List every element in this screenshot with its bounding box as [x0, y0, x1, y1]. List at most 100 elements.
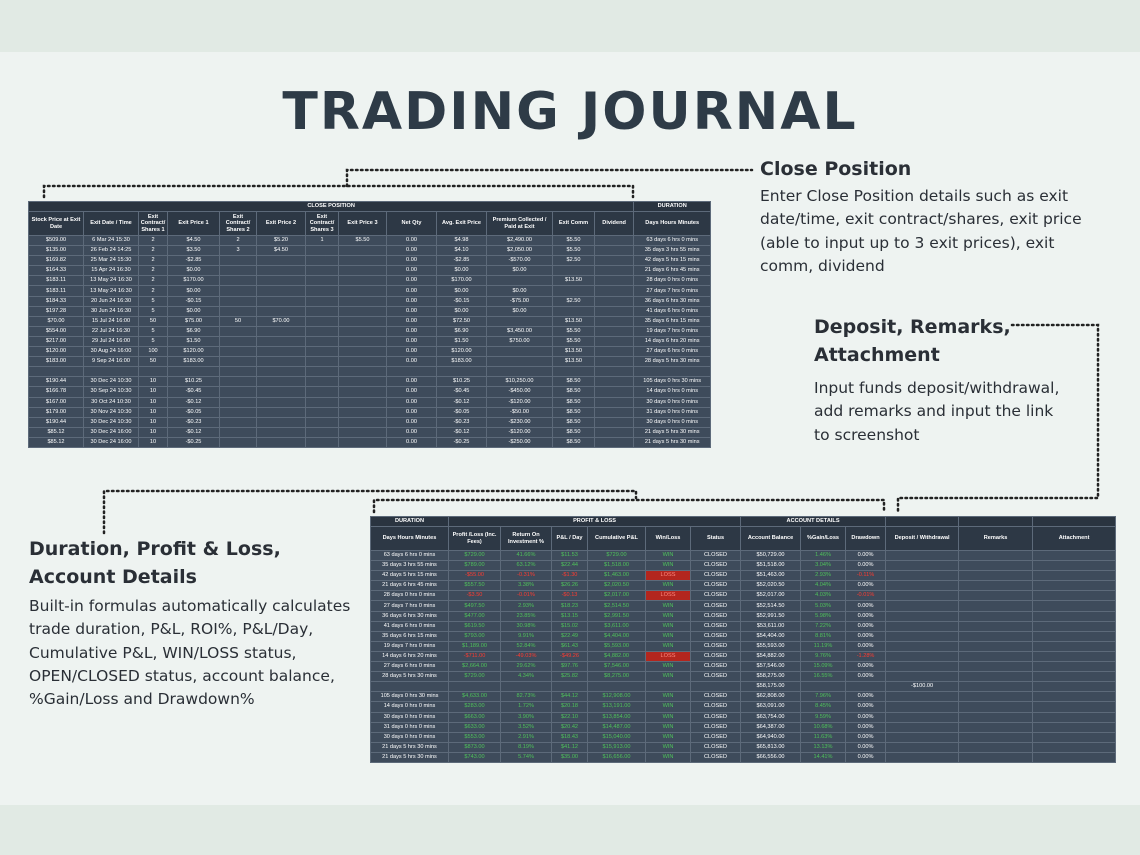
table-row: 36 days 6 hrs 30 mins $477.00 23.85% $13.15…: [370, 610, 1117, 622]
table-cell: 30 Jun 24 16:30: [83, 305, 139, 317]
table-row: 27 days 6 hrs 0 mins $2,664.00 29.62% $97.7…: [370, 661, 1117, 673]
table-cell: CLOSED: [689, 630, 742, 642]
table-cell: 35 days 6 hrs 15 mins: [370, 630, 449, 642]
group-header: PROFIT & LOSS: [447, 516, 742, 527]
table-cell: 27 days 6 hrs 0 mins: [370, 661, 449, 673]
bottom-band: [0, 805, 1140, 855]
table-cell: $619.50: [448, 620, 501, 632]
table-cell: 30 days 0 hrs 0 mins: [633, 416, 712, 428]
table-cell: $13.50: [552, 346, 595, 358]
table-row: $70.00 15 Jul 24 16:00 50 $75.00 50 $70.00 0.0…: [28, 315, 712, 327]
table-cell: 21 days 5 hrs 30 mins: [633, 436, 712, 448]
table-cell: 31 days 0 hrs 0 mins: [633, 406, 712, 418]
table-cell: [593, 295, 635, 307]
table-cell: 5: [138, 295, 168, 307]
column-header: Days Hours Minutes: [633, 211, 712, 236]
table-cell: 2: [219, 234, 257, 247]
table-cell: -$55.00: [448, 570, 501, 582]
column-header: Cumulative P&L: [587, 526, 646, 551]
table-cell: [219, 386, 257, 398]
table-cell: $5.20: [256, 234, 306, 247]
table-cell: 29.62%: [500, 661, 552, 673]
table-cell: $789.00: [448, 560, 501, 572]
table-cell: [958, 549, 1034, 562]
table-cell: [338, 416, 387, 428]
table-cell: 21 days 6 hrs 45 mins: [370, 580, 449, 592]
table-cell: [1032, 741, 1117, 753]
callout-text: Built-in formulas automatically calculat…: [29, 597, 351, 709]
table-cell: [305, 366, 339, 378]
table-cell: CLOSED: [689, 590, 742, 602]
column-header: %Gain/Loss: [800, 526, 847, 551]
table-cell: $65,813.00: [740, 741, 802, 753]
table-cell: [338, 376, 387, 388]
table-cell: [958, 711, 1034, 723]
table-cell: -$570.00: [486, 255, 553, 267]
table-cell: 0.00%: [845, 721, 887, 733]
table-cell: [219, 255, 257, 267]
table-row: $509.00 6 Mar 24 15:30 2 $4.50 2 $5.20 1 $5.50 0…: [28, 234, 712, 247]
table-cell: $197.28: [28, 305, 84, 317]
table-cell: $553.00: [448, 731, 501, 743]
table-cell: -$0.15: [167, 295, 220, 307]
table-cell: 28 days 0 hrs 0 mins: [370, 590, 449, 602]
pnl-table: DURATION PROFIT & LOSS ACCOUNT DETAILS Days…: [370, 516, 1117, 763]
column-header-row: Days Hours Minutes Profit /Loss (Inc. Fee…: [370, 526, 1117, 551]
table-cell: [219, 396, 257, 408]
table-row: $135.00 26 Feb 24 14:25 2 $3.50 3 $4.50 0.00 $4…: [28, 245, 712, 257]
table-cell: 0.00%: [845, 630, 887, 642]
table-row: 28 days 0 hrs 0 mins -$3.50 -0.01% -$0.13 $2…: [370, 590, 1117, 602]
table-cell: $166.78: [28, 386, 84, 398]
table-cell: 9.76%: [800, 650, 847, 663]
table-cell: [958, 691, 1034, 703]
table-cell: WIN: [645, 731, 691, 743]
table-cell: 10: [138, 386, 168, 398]
table-cell: $26.26: [551, 580, 588, 592]
table-cell: [28, 366, 84, 378]
table-cell: CLOSED: [689, 549, 742, 562]
column-header: Exit Price 2: [256, 211, 306, 236]
table-cell: [256, 305, 306, 317]
table-cell: $2,020.50: [587, 580, 646, 592]
table-cell: [885, 600, 960, 612]
table-row: 41 days 6 hrs 0 mins $619.50 30.98% $15.02 $…: [370, 620, 1117, 632]
table-cell: [486, 366, 553, 378]
table-cell: [305, 275, 339, 287]
table-cell: 41 days 6 hrs 0 mins: [633, 305, 712, 317]
table-row: 19 days 7 hrs 0 mins $1,189.00 52.84% $61.4…: [370, 640, 1117, 652]
callout-text: Input funds deposit/withdrawal, add rema…: [814, 379, 1060, 444]
table-cell: -0.01%: [500, 590, 552, 602]
table-cell: $44.12: [551, 691, 588, 703]
table-cell: 0.00: [386, 346, 437, 358]
table-cell: 0.00%: [845, 580, 887, 592]
table-cell: [219, 356, 257, 368]
table-cell: 28 days 0 hrs 0 mins: [633, 275, 712, 287]
table-cell: -$100.00: [885, 681, 960, 693]
table-row: $217.00 29 Jul 24 16:00 5 $1.50 0.00 $1.50 $75…: [28, 335, 712, 348]
table-cell: -$230.00: [486, 416, 553, 428]
table-cell: -$250.00: [486, 436, 553, 448]
table-cell: [958, 600, 1034, 612]
table-cell: 0.00: [386, 436, 437, 448]
table-cell: 13 May 24 16:30: [83, 285, 139, 297]
table-cell: $52,991.50: [740, 610, 802, 622]
table-cell: LOSS: [645, 650, 691, 663]
table-cell: CLOSED: [689, 721, 742, 733]
table-cell: 0.00: [386, 255, 437, 267]
table-cell: $75.00: [167, 315, 220, 327]
table-cell: -$0.23: [436, 416, 487, 428]
table-cell: [219, 436, 257, 448]
table-cell: $0.00: [167, 265, 220, 277]
table-cell: [1032, 630, 1117, 642]
table-cell: [338, 335, 387, 348]
table-cell: $70.00: [28, 315, 84, 327]
table-cell: 10: [138, 376, 168, 388]
table-cell: $8.50: [552, 386, 595, 398]
table-cell: 26 Feb 24 14:25: [83, 245, 139, 257]
column-header: Exit Contract/ Shares 2: [219, 211, 257, 236]
table-cell: [885, 610, 960, 622]
table-cell: [593, 366, 635, 378]
table-cell: WIN: [645, 630, 691, 642]
column-header: Stock Price at Exit Date: [28, 211, 84, 236]
table-cell: 1.46%: [800, 549, 847, 562]
